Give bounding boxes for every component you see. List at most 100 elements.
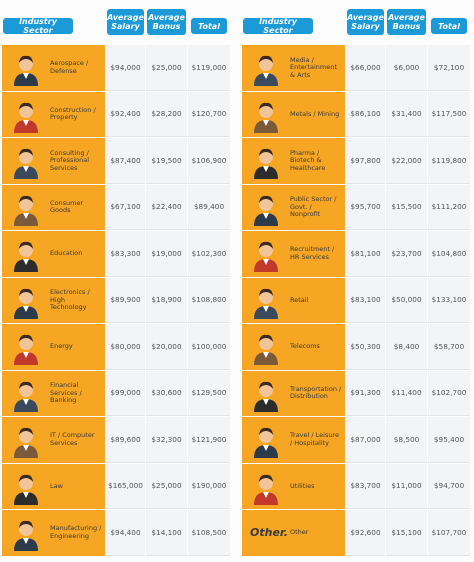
- value-cell: $80,000: [106, 324, 145, 370]
- column-header: Average Bonus: [147, 9, 186, 35]
- value-cell: $22,400: [146, 184, 187, 230]
- person-icon: [254, 334, 278, 365]
- value-cell: $6,000: [386, 45, 427, 91]
- person-icon: [254, 102, 278, 133]
- total-cell: $133,100: [428, 277, 470, 323]
- total-cell: $117,500: [428, 91, 470, 137]
- total-cell: $95,400: [428, 417, 470, 463]
- column-header: Total: [431, 18, 467, 34]
- value-cell: $99,000: [106, 370, 145, 416]
- value-cell: $20,000: [146, 324, 187, 370]
- person-icon: [14, 102, 38, 133]
- total-cell: $119,000: [188, 45, 230, 91]
- value-cell: $11,400: [386, 370, 427, 416]
- person-icon: [254, 427, 278, 458]
- person-icon: [14, 474, 38, 505]
- sector-label: Metals / Mining: [290, 109, 340, 118]
- person-icon: [14, 334, 38, 365]
- total-cell: $121,900: [188, 417, 230, 463]
- value-cell: $92,400: [106, 91, 145, 137]
- total-cell: $100,000: [188, 324, 230, 370]
- value-cell: $97,800: [346, 138, 385, 184]
- value-cell: $87,400: [106, 138, 145, 184]
- column-header: Average Salary: [107, 9, 144, 35]
- value-cell: $86,100: [346, 91, 385, 137]
- sector-label: Construction / Property: [50, 105, 96, 122]
- total-cell: $106,900: [188, 138, 230, 184]
- value-cell: $95,700: [346, 184, 385, 230]
- column-header: Total: [191, 18, 227, 34]
- person-icon: [14, 288, 38, 319]
- column-header: Industry Sector: [243, 17, 313, 35]
- value-cell: $19,500: [146, 138, 187, 184]
- sector-label: IT / Computer Services: [50, 431, 95, 447]
- sector-label: Retail: [290, 295, 309, 304]
- column-header: Average Bonus: [387, 9, 426, 35]
- sector-label: Consumer Goods: [50, 198, 84, 215]
- total-cell: $102,700: [428, 370, 470, 416]
- sector-label: Utilities: [290, 481, 315, 490]
- value-cell: $94,400: [106, 510, 145, 556]
- value-cell: $89,600: [106, 417, 145, 463]
- total-cell: $104,800: [428, 231, 470, 277]
- sector-label: Financial Services / Banking: [50, 381, 82, 404]
- sector-cell: [242, 510, 345, 556]
- person-icon: [14, 381, 38, 412]
- value-cell: $94,000: [106, 45, 145, 91]
- sector-label: Education: [50, 249, 83, 257]
- sector-label: Recruitment / HR Services: [290, 245, 335, 261]
- value-cell: $31,400: [386, 91, 427, 137]
- total-cell: $119,800: [428, 138, 470, 184]
- total-cell: $89,400: [188, 184, 230, 230]
- total-cell: $94,700: [428, 463, 470, 509]
- person-icon: [254, 195, 278, 226]
- value-cell: $30,600: [146, 370, 187, 416]
- total-cell: $108,500: [188, 510, 230, 556]
- value-cell: $83,300: [106, 231, 145, 277]
- total-cell: $58,700: [428, 324, 470, 370]
- value-cell: $66,000: [346, 45, 385, 91]
- person-icon: [14, 195, 38, 226]
- value-cell: $92,600: [346, 510, 385, 556]
- value-cell: $28,200: [146, 91, 187, 137]
- value-cell: $81,100: [346, 231, 385, 277]
- sector-label: Travel / Leisure / Hospitality: [290, 431, 339, 447]
- total-cell: $107,700: [428, 510, 470, 556]
- value-cell: $91,300: [346, 370, 385, 416]
- person-icon: [254, 55, 278, 86]
- sector-label: Energy: [50, 342, 73, 350]
- sector-label: Other: [290, 528, 309, 536]
- sector-label: Media / Entertainment & Arts: [290, 55, 337, 79]
- value-cell: $8,500: [386, 417, 427, 463]
- person-icon: [254, 381, 278, 412]
- sector-label: Public Sector / Govt. / Nonprofit: [290, 195, 337, 218]
- value-cell: $15,500: [386, 184, 427, 230]
- sector-label: Manufacturing / Engineering: [50, 524, 102, 540]
- total-cell: $129,500: [188, 370, 230, 416]
- value-cell: $14,100: [146, 510, 187, 556]
- column-header: Industry Sector: [3, 17, 73, 35]
- person-icon: [14, 520, 38, 551]
- total-cell: $72,100: [428, 45, 470, 91]
- person-icon: [254, 288, 278, 319]
- other-icon-text: Other.: [250, 526, 288, 540]
- value-cell: $18,900: [146, 277, 187, 323]
- value-cell: $19,000: [146, 231, 187, 277]
- value-cell: $165,000: [106, 463, 145, 509]
- value-cell: $87,000: [346, 417, 385, 463]
- sector-label: Telecoms: [290, 342, 320, 350]
- value-cell: $15,100: [386, 510, 427, 556]
- total-cell: $120,700: [188, 91, 230, 137]
- total-cell: $102,300: [188, 231, 230, 277]
- value-cell: $83,700: [346, 463, 385, 509]
- column-header: Average Salary: [347, 9, 384, 35]
- total-cell: $108,800: [188, 277, 230, 323]
- value-cell: $67,100: [106, 184, 145, 230]
- person-icon: [254, 241, 278, 272]
- value-cell: $25,000: [146, 45, 187, 91]
- sector-label: Aerospace / Defense: [50, 59, 89, 75]
- value-cell: $8,400: [386, 324, 427, 370]
- person-icon: [14, 148, 38, 179]
- sector-label: Law: [50, 481, 63, 490]
